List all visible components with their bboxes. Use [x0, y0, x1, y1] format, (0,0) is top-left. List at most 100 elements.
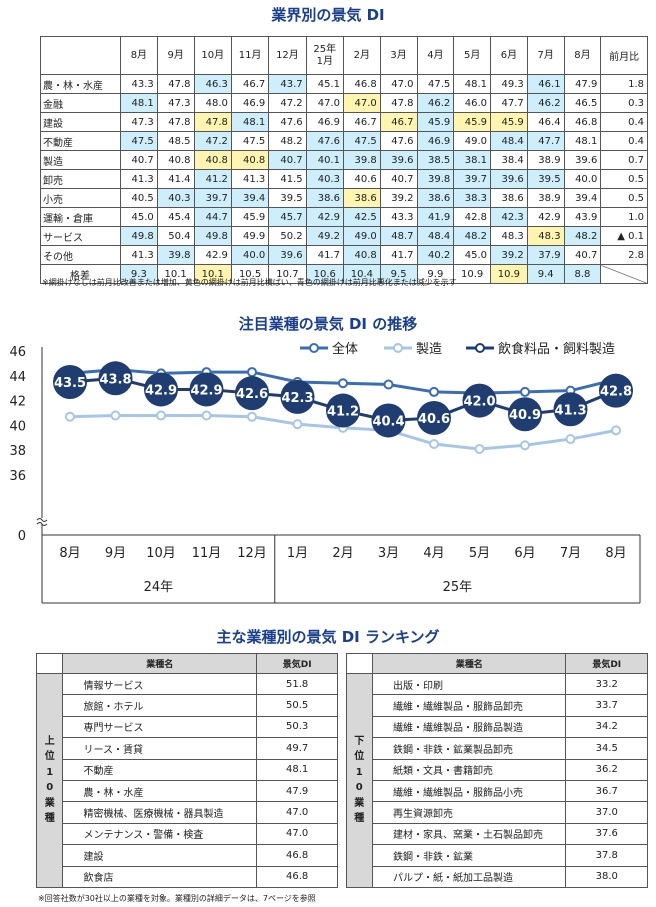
di-cell: 45.9 — [416, 112, 455, 132]
di-cell: 41.7 — [305, 245, 344, 265]
di-cell: 48.4 — [490, 131, 528, 151]
di-cell: 39.6 — [268, 245, 307, 265]
data-point — [201, 410, 212, 421]
column-gap — [338, 845, 346, 866]
row-label: 金融 — [40, 93, 121, 113]
di-cell: 47.7 — [490, 93, 528, 113]
data-point-large — [462, 383, 497, 418]
di-cell: 47.5 — [342, 131, 381, 151]
di-cell: 40.8 — [230, 150, 270, 170]
axis-break-mark — [36, 518, 48, 526]
di-cell: 39.5 — [526, 169, 565, 189]
month-header: 12月 — [268, 36, 307, 75]
row-label: 運輸・倉庫 — [40, 207, 121, 227]
di-cell: 47.8 — [156, 74, 195, 94]
di-cell: 38.6 — [490, 188, 528, 208]
di-cell: 49.0 — [453, 131, 492, 151]
diff-cell: ▲ 0.1 — [600, 226, 648, 246]
year-label: 25年 — [443, 580, 473, 595]
data-label: 42.9 — [145, 383, 177, 398]
ranking-note: ※回答社数が30社以上の業種を対象。業種別の詳細データは、7ページを参照 — [38, 894, 316, 903]
data-label: 42.9 — [190, 383, 222, 398]
diff-cell: 0.5 — [600, 188, 648, 208]
di-cell: 45.7 — [268, 207, 307, 227]
di-cell: 49.2 — [305, 226, 344, 246]
y-tick-label: 38 — [9, 444, 26, 459]
di-cell: 8.8 — [563, 264, 602, 284]
di-cell: 10.9 — [490, 264, 528, 284]
industry-name: 情報サービス — [62, 672, 257, 696]
di-cell: 39.4 — [230, 188, 270, 208]
di-cell: 39.5 — [268, 188, 307, 208]
section-title-chart: 注目業種の景気 DI の推移 — [238, 315, 418, 333]
di-cell: 48.1 — [230, 112, 270, 132]
di-cell: 47.3 — [156, 93, 195, 113]
industry-name: 飲食店 — [62, 865, 257, 888]
x-tick-label: 9月 — [105, 546, 126, 561]
industry-name: 鉄鋼・非鉄・鉱業製品卸売 — [371, 737, 567, 760]
industry-name: 紙類・文具・書籍卸売 — [371, 758, 567, 781]
column-gap — [338, 866, 346, 887]
di-cell: 40.8 — [193, 150, 232, 170]
diff-cell: 0.7 — [600, 150, 648, 170]
di-cell: 46.9 — [416, 131, 455, 151]
table-row: 不動産 47.5 48.5 47.2 47.5 48.2 47.6 47.5 47.6 46.9 4… — [40, 131, 648, 151]
data-label: 42.3 — [281, 391, 313, 406]
di-cell: 47.5 — [230, 131, 270, 151]
column-gap — [338, 674, 346, 695]
diff-cell: 0.5 — [600, 169, 648, 189]
table-row: サービス 49.8 50.4 49.8 49.9 50.2 49.2 49.0 48.7 48.4… — [40, 226, 648, 246]
di-cell: 39.8 — [156, 245, 195, 265]
month-header: 2月 — [342, 36, 381, 75]
row-label: 小売 — [40, 188, 121, 208]
industry-name: 繊維・繊維製品・服飾品小売 — [371, 779, 567, 803]
di-cell: 45.4 — [156, 207, 195, 227]
diff-cell: 0.4 — [600, 131, 648, 151]
month-header: 8月 — [120, 36, 158, 75]
di-cell: 48.1 — [120, 93, 158, 113]
legend-label: 全体 — [332, 341, 358, 357]
data-point — [611, 425, 621, 436]
di-cell: 50.2 — [268, 226, 307, 246]
x-tick-label: 7月 — [560, 546, 581, 561]
di-cell: 39.6 — [379, 150, 418, 170]
ranking-row: 農・林・水産 47.9 繊維・繊維製品・服飾品小売 36.7 — [37, 779, 648, 803]
di-cell: 39.8 — [342, 150, 381, 170]
x-tick-label: 2月 — [332, 546, 353, 561]
diff-cell: 0.4 — [600, 112, 648, 132]
y-tick-label: 42 — [9, 395, 26, 410]
industry-di: 36.7 — [565, 779, 648, 803]
industry-name: 建設 — [62, 844, 257, 867]
industry-name: 農・林・水産 — [62, 779, 257, 803]
data-point-large — [508, 397, 542, 432]
row-label: 卸売 — [40, 169, 121, 189]
di-cell: 43.7 — [268, 74, 307, 94]
di-cell: 38.6 — [416, 188, 455, 208]
industry-di: 47.0 — [255, 822, 339, 846]
di-cell: 47.0 — [305, 93, 344, 113]
row-label: その他 — [40, 245, 121, 265]
industry-di: 33.2 — [565, 672, 648, 696]
section-title-ranking: 主な業種別の景気 DI ランキング — [216, 628, 440, 646]
di-cell: 47.9 — [563, 74, 602, 94]
legend-marker — [393, 343, 403, 353]
industry-name: 建材・家具、窯業・土石製品卸売 — [371, 822, 567, 846]
legend-marker — [309, 343, 319, 353]
di-cell: 47.5 — [416, 74, 455, 94]
industry-name: 不動産 — [62, 758, 257, 781]
di-cell: 43.3 — [379, 207, 418, 227]
data-label: 40.6 — [418, 412, 450, 427]
di-cell: 42.3 — [490, 207, 528, 227]
di-cell: 45.0 — [453, 245, 492, 265]
industry-di: 37.0 — [565, 801, 648, 824]
di-cell: 45.0 — [120, 207, 158, 227]
data-point-large — [371, 403, 406, 438]
ranking-row: 専門サービス 50.3 繊維・繊維製品・服飾品製造 34.2 — [37, 715, 648, 739]
di-cell: 39.8 — [416, 169, 455, 189]
di-cell: 48.3 — [490, 226, 528, 246]
ranking-row: 飲食店 46.8 パルプ・紙・紙加工品製造 38.0 — [37, 865, 648, 888]
col-name-bottom: 業種名 — [371, 653, 567, 674]
di-cell: 50.4 — [156, 226, 195, 246]
industry-name: メンテナンス・警備・検査 — [62, 822, 257, 846]
di-cell: 38.6 — [305, 188, 344, 208]
